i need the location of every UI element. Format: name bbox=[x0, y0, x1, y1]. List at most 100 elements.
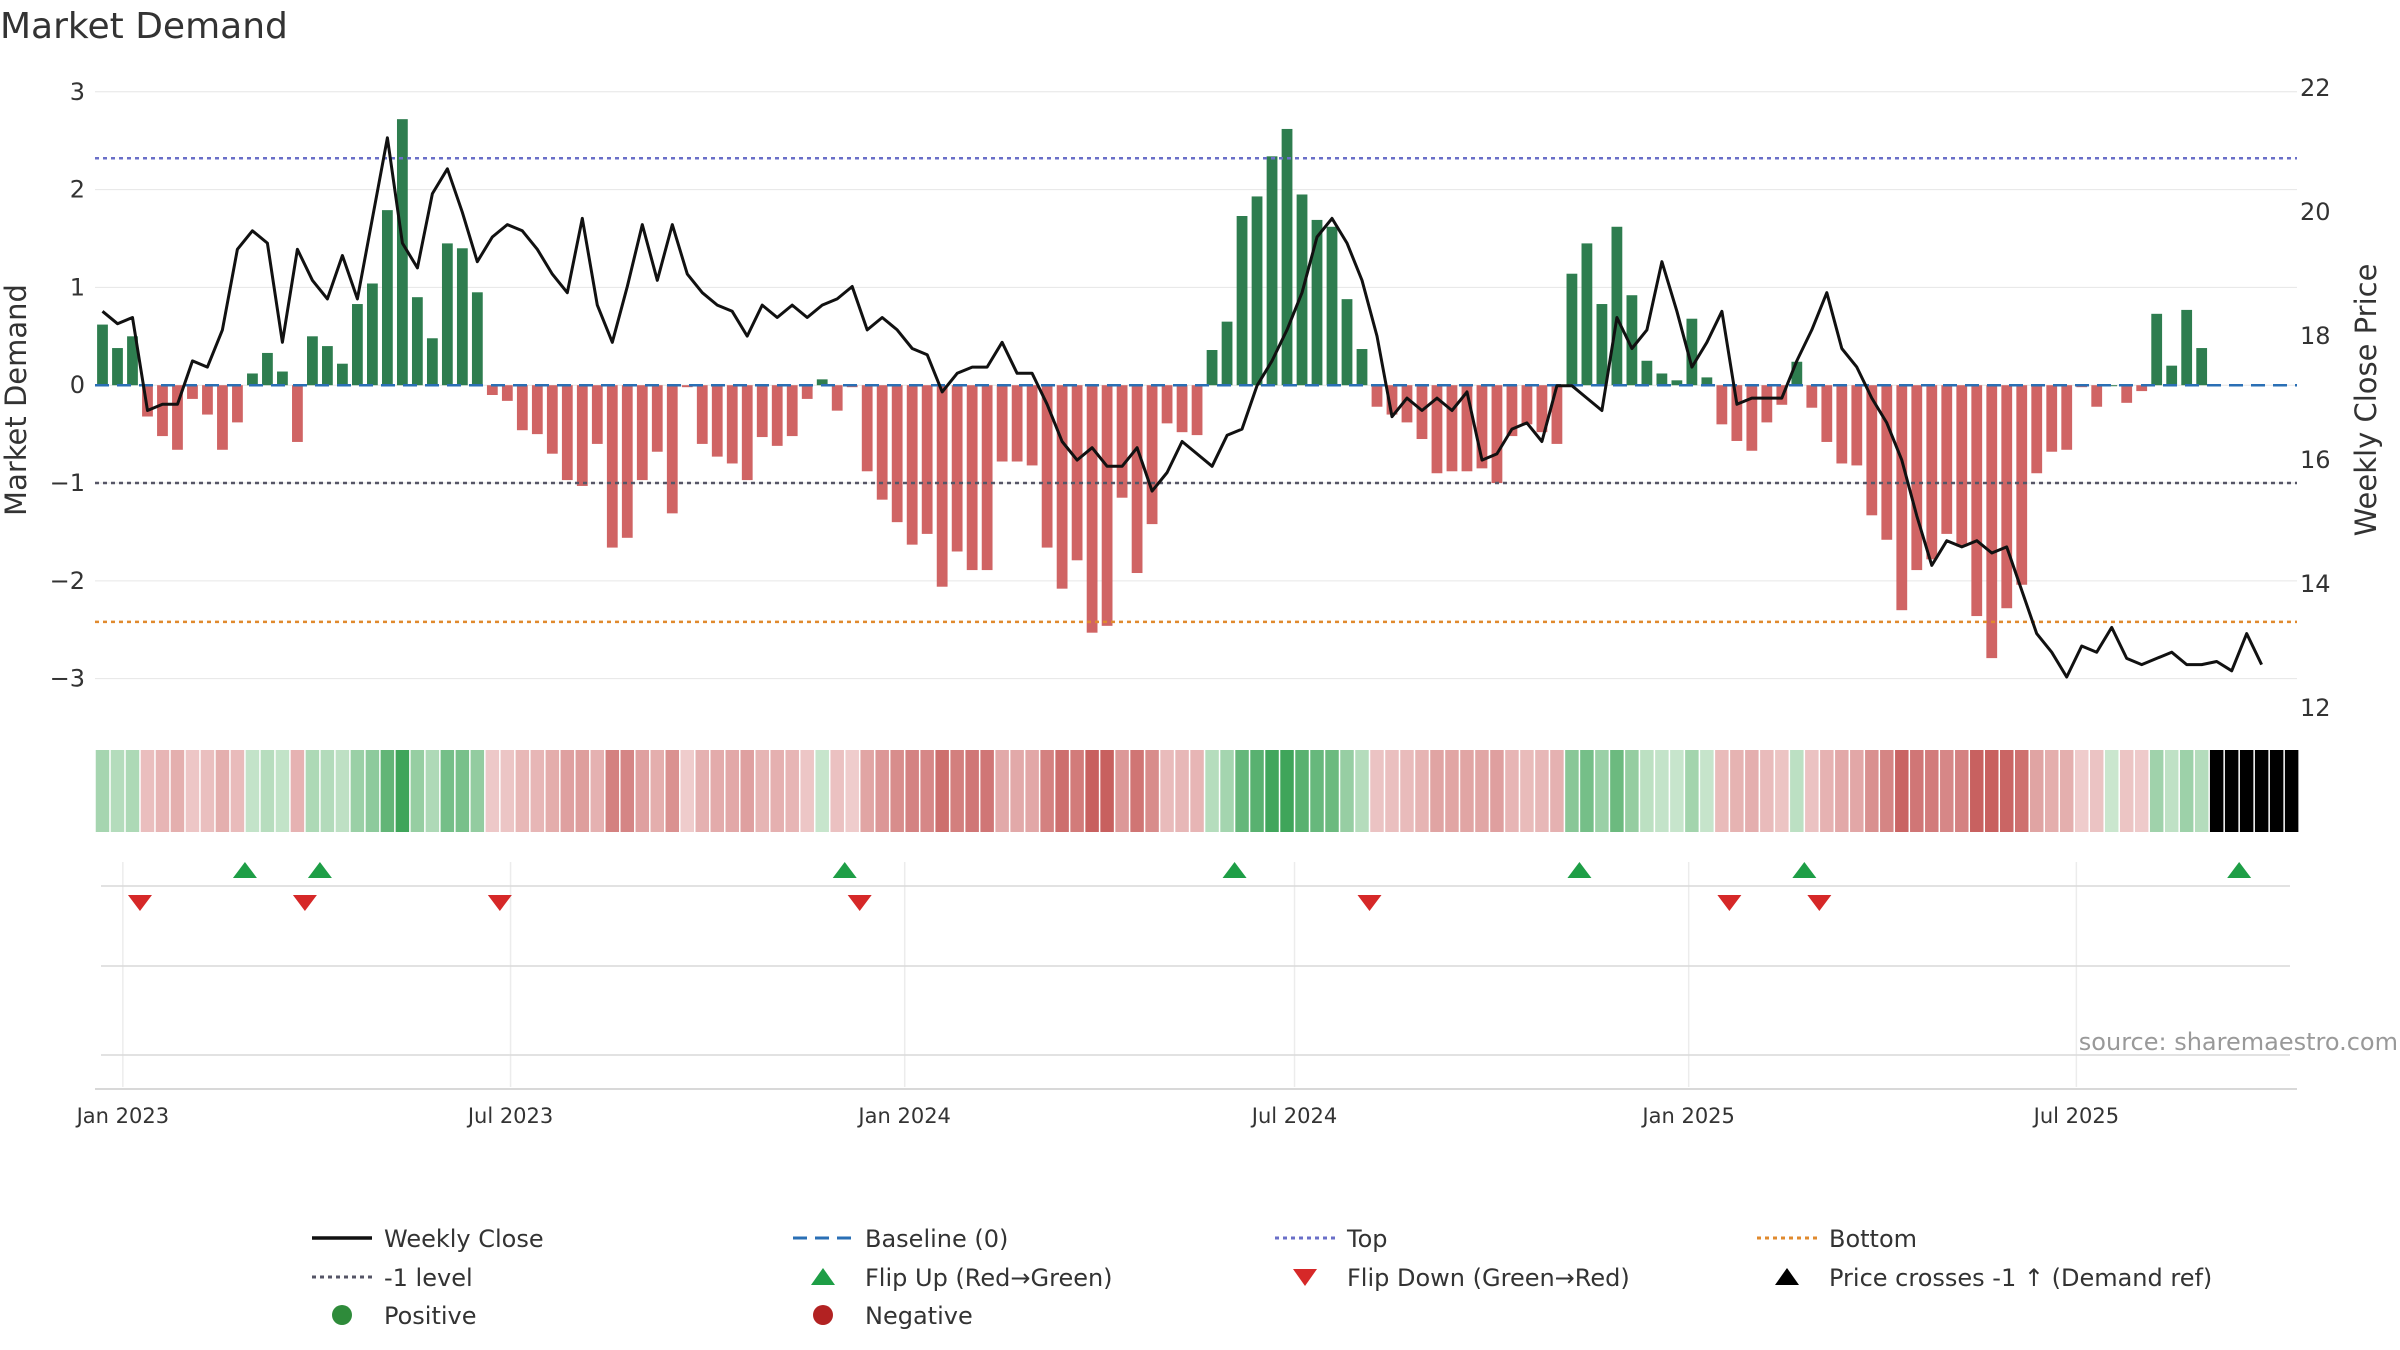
chart-title: Market Demand bbox=[0, 6, 288, 47]
demand-bar bbox=[2061, 385, 2073, 450]
axes: 3 2 1 0 −1 −2 −3 22 20 18 16 14 12 Jan 2023 Jul 2023 Ja… bbox=[50, 74, 2331, 1128]
demand-bar bbox=[1161, 385, 1173, 424]
heat-cell bbox=[965, 750, 979, 832]
heat-cell bbox=[695, 750, 709, 832]
demand-bar bbox=[1806, 385, 1818, 408]
demand-bar bbox=[936, 385, 948, 587]
demand-bar bbox=[1611, 226, 1623, 386]
heat-cell bbox=[1880, 750, 1894, 832]
flip-up-marker bbox=[1567, 862, 1592, 878]
heat-cell bbox=[1925, 750, 1939, 832]
legend-label: Positive bbox=[384, 1302, 477, 1330]
legend-label: Top bbox=[1346, 1225, 1388, 1253]
demand-bar bbox=[2016, 385, 2028, 585]
heat-cell bbox=[1430, 750, 1444, 832]
demand-bar bbox=[771, 385, 783, 446]
heat-cell bbox=[545, 750, 560, 832]
demand-bar bbox=[1191, 385, 1203, 436]
demand-bar bbox=[1536, 385, 1548, 433]
heat-cell bbox=[1730, 750, 1744, 832]
y2-tick-label: 16 bbox=[2300, 446, 2331, 474]
heat-cell bbox=[1385, 750, 1399, 832]
demand-bar bbox=[157, 385, 168, 437]
heat-cell bbox=[845, 750, 859, 832]
heat-cell bbox=[110, 750, 125, 832]
heat-cell bbox=[1550, 750, 1564, 832]
demand-bar bbox=[1986, 385, 1998, 659]
heat-cell bbox=[1040, 750, 1054, 832]
demand-bar bbox=[651, 385, 663, 452]
heat-cell bbox=[140, 750, 155, 832]
heat-cell bbox=[1190, 750, 1204, 832]
heat-cell bbox=[785, 750, 799, 832]
demand-bar bbox=[756, 385, 768, 438]
heat-cell bbox=[380, 750, 395, 832]
weekly-close-path bbox=[101, 136, 2263, 679]
y2-tick-label: 14 bbox=[2300, 570, 2331, 598]
heat-cell bbox=[575, 750, 590, 832]
demand-bar bbox=[247, 373, 258, 386]
heat-cell bbox=[1595, 750, 1609, 832]
heat-cell bbox=[590, 750, 605, 832]
heat-cell bbox=[260, 750, 275, 832]
legend-label: Price crosses -1 ↑ (Demand ref) bbox=[1829, 1264, 2212, 1292]
demand-bar bbox=[2121, 385, 2133, 403]
demand-bar bbox=[621, 385, 633, 538]
demand-bar bbox=[1251, 196, 1263, 386]
heat-cell bbox=[2179, 750, 2194, 832]
demand-bar bbox=[187, 385, 198, 399]
legend-label: Negative bbox=[865, 1302, 973, 1330]
demand-bar bbox=[441, 243, 453, 386]
demand-bar bbox=[2106, 385, 2118, 387]
heat-cell bbox=[650, 750, 665, 832]
heat-cell bbox=[1910, 750, 1924, 832]
heat-cell bbox=[215, 750, 230, 832]
heat-cell bbox=[1640, 750, 1654, 832]
y-tick-label: −3 bbox=[50, 665, 85, 693]
heat-cell bbox=[1070, 750, 1084, 832]
demand-bar bbox=[1116, 385, 1128, 498]
heat-cell bbox=[1010, 750, 1024, 832]
heat-cell bbox=[1145, 750, 1159, 832]
demand-bar bbox=[217, 385, 228, 450]
demand-bar bbox=[1341, 299, 1353, 386]
demand-bar bbox=[2091, 385, 2103, 407]
demand-bar bbox=[681, 385, 693, 388]
heat-cell bbox=[935, 750, 949, 832]
demand-bar bbox=[1836, 385, 1848, 464]
demand-bar bbox=[516, 385, 528, 431]
heat-cell bbox=[455, 750, 470, 832]
demand-bar bbox=[921, 385, 933, 534]
heat-cell bbox=[2029, 750, 2044, 832]
demand-bar bbox=[1131, 385, 1143, 574]
demand-bar bbox=[1956, 385, 1968, 547]
y2-tick-label: 12 bbox=[2300, 694, 2331, 722]
flip-down-marker bbox=[127, 895, 152, 911]
heat-cell bbox=[2119, 750, 2134, 832]
heat-cell bbox=[1340, 750, 1354, 832]
demand-bar bbox=[1491, 385, 1503, 484]
heat-cell bbox=[1370, 750, 1384, 832]
demand-bar bbox=[2001, 385, 2013, 609]
heat-cell bbox=[320, 750, 335, 832]
heat-cell bbox=[2089, 750, 2104, 832]
demand-bar bbox=[1656, 373, 1668, 386]
heat-cell bbox=[1325, 750, 1339, 832]
legend-label: Bottom bbox=[1829, 1225, 1917, 1253]
heat-cell bbox=[800, 750, 814, 832]
heat-cell bbox=[1610, 750, 1624, 832]
demand-bar bbox=[396, 119, 408, 386]
heat-cell bbox=[830, 750, 844, 832]
heat-cell bbox=[770, 750, 784, 832]
flip-markers bbox=[127, 862, 2252, 911]
demand-bar bbox=[456, 248, 468, 386]
demand-bar bbox=[816, 379, 828, 386]
heat-cell bbox=[920, 750, 934, 832]
heat-cell bbox=[1490, 750, 1504, 832]
heat-cell bbox=[1700, 750, 1714, 832]
legend-label: -1 level bbox=[384, 1264, 473, 1292]
flip-up-marker bbox=[307, 862, 332, 878]
demand-bar bbox=[97, 324, 108, 386]
heat-cell bbox=[1565, 750, 1579, 832]
y2-tick-label: 18 bbox=[2300, 322, 2331, 350]
